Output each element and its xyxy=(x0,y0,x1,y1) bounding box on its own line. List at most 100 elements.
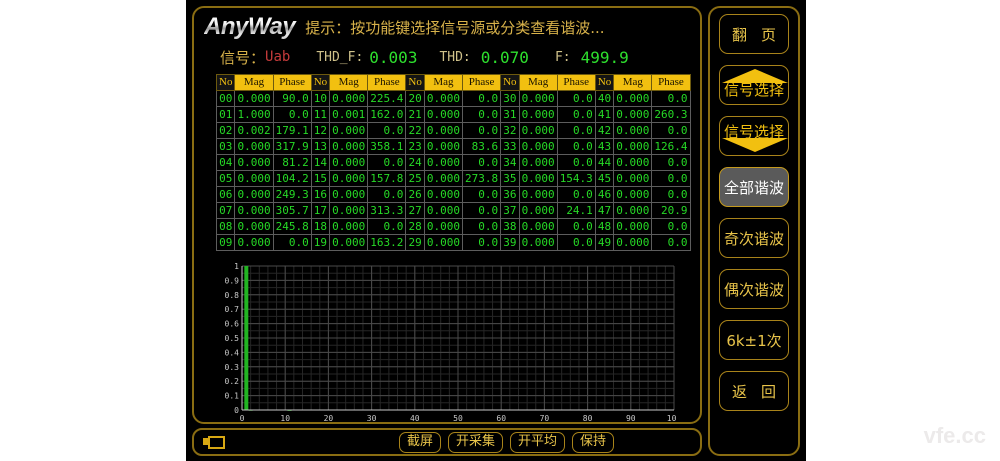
chart-x-tick-label: 0 xyxy=(240,414,245,423)
toolbar-button-start-capture[interactable]: 开采集 xyxy=(447,431,503,453)
harmonics-cell-phase: 0.0 xyxy=(367,154,407,171)
harmonics-cell-no: 13 xyxy=(310,138,331,155)
harmonics-cell-no: 05 xyxy=(215,170,236,187)
harmonics-cell-no: 41 xyxy=(594,106,615,123)
sidebar-button-page-turn[interactable]: 翻页 xyxy=(719,14,789,54)
harmonics-cell-mag: 0.000 xyxy=(518,106,558,123)
harmonics-cell-no: 42 xyxy=(594,122,615,139)
harmonics-cell-mag: 0.000 xyxy=(518,170,558,187)
chart-bar xyxy=(244,266,249,410)
harmonics-cell-phase: 0.0 xyxy=(556,218,596,235)
sidebar-button-signal-select-down[interactable]: 信号选择 xyxy=(719,116,789,156)
toolbar-button-start-average[interactable]: 开平均 xyxy=(509,431,565,453)
harmonics-cell-mag: 0.000 xyxy=(613,218,653,235)
harmonics-cell-mag: 0.000 xyxy=(518,234,558,251)
harmonics-cell-phase: 162.0 xyxy=(367,106,407,123)
harmonics-col-header-mag-1: Mag xyxy=(329,74,369,91)
harmonics-cell-no: 37 xyxy=(500,202,520,219)
harmonics-cell-no: 28 xyxy=(405,218,425,235)
sidebar-button-all-harmonics[interactable]: 全部谐波 xyxy=(719,167,789,207)
instrument-screen: AnyWay 提示：按功能键选择信号源或分类查看谐波... 信号： Uab TH… xyxy=(192,6,702,424)
harmonics-cell-mag: 0.000 xyxy=(423,138,463,155)
harmonics-cell-mag: 0.000 xyxy=(329,90,369,107)
harmonics-cell-mag: 0.000 xyxy=(329,202,369,219)
sidebar-button-return[interactable]: 返回 xyxy=(719,371,789,411)
harmonics-cell-no: 06 xyxy=(215,186,236,203)
harmonics-cell-phase: 0.0 xyxy=(651,90,691,107)
harmonics-cell-no: 49 xyxy=(594,234,615,251)
harmonics-cell-no: 32 xyxy=(500,122,520,139)
sidebar-button-label: 全部谐波 xyxy=(723,178,784,197)
harmonics-cell-no: 17 xyxy=(310,202,331,219)
harmonics-cell-phase: 157.8 xyxy=(367,170,407,187)
harmonics-cell-no: 07 xyxy=(215,202,236,219)
harmonics-cell-no: 29 xyxy=(405,234,425,251)
harmonics-cell-mag: 0.000 xyxy=(423,202,463,219)
harmonics-cell-phase: 245.8 xyxy=(272,218,312,235)
harmonics-cell-phase: 0.0 xyxy=(461,90,502,107)
harmonics-cell-no: 33 xyxy=(500,138,520,155)
harmonics-cell-no: 10 xyxy=(310,90,331,107)
harmonics-cell-phase: 249.3 xyxy=(272,186,312,203)
harmonics-cell-mag: 0.000 xyxy=(613,90,653,107)
harmonics-cell-no: 21 xyxy=(405,106,425,123)
harmonics-cell-no: 31 xyxy=(500,106,520,123)
harmonics-cell-phase: 0.0 xyxy=(556,186,596,203)
chart-x-tick-label: 30 xyxy=(367,414,377,423)
harmonics-cell-phase: 154.3 xyxy=(556,170,596,187)
harmonics-col-header-mag-2: Mag xyxy=(423,74,463,91)
thd-label: THD: xyxy=(439,49,471,65)
toolbar-button-hold[interactable]: 保持 xyxy=(571,431,614,453)
harmonics-table: No Mag Phase No Mag Phase No Mag Phase No Mag Phase… xyxy=(215,74,691,251)
harmonics-cell-mag: 0.000 xyxy=(613,122,653,139)
harmonics-cell-no: 38 xyxy=(500,218,520,235)
toolbar-button-screenshot[interactable]: 截屏 xyxy=(398,431,441,453)
harmonics-cell-no: 27 xyxy=(405,202,425,219)
harmonics-cell-phase: 358.1 xyxy=(367,138,407,155)
chart-x-tick-label: 60 xyxy=(496,414,506,423)
harmonics-cell-mag: 0.002 xyxy=(234,122,274,139)
harmonics-cell-mag: 0.000 xyxy=(518,90,558,107)
harmonics-cell-phase: 0.0 xyxy=(556,90,596,107)
harmonics-cell-no: 30 xyxy=(500,90,520,107)
harmonics-cell-mag: 0.000 xyxy=(423,186,463,203)
chart-y-tick-label: 0.2 xyxy=(225,377,240,386)
harmonics-cell-no: 08 xyxy=(215,218,236,235)
harmonics-cell-no: 47 xyxy=(594,202,615,219)
harmonics-cell-mag: 0.000 xyxy=(329,122,369,139)
harmonics-cell-mag: 0.000 xyxy=(518,122,558,139)
thd-f-label: THD_F: xyxy=(316,49,364,65)
chart-y-tick-label: 0.6 xyxy=(225,320,240,329)
chart-x-tick-label: 90 xyxy=(626,414,636,423)
harmonics-cell-no: 36 xyxy=(500,186,520,203)
sidebar-button-odd-harmonics[interactable]: 奇次谐波 xyxy=(719,218,789,258)
harmonics-cell-no: 48 xyxy=(594,218,615,235)
harmonics-cell-phase: 90.0 xyxy=(272,90,312,107)
harmonics-cell-phase: 273.8 xyxy=(461,170,502,187)
harmonics-col-header-no-2: No xyxy=(405,74,425,91)
sidebar-button-even-harmonics[interactable]: 偶次谐波 xyxy=(719,269,789,309)
harmonics-cell-phase: 0.0 xyxy=(651,186,691,203)
harmonics-cell-phase: 0.0 xyxy=(651,170,691,187)
harmonics-cell-no: 02 xyxy=(215,122,236,139)
harmonics-cell-phase: 0.0 xyxy=(461,154,502,171)
chart-canvas: 00.10.20.30.40.50.60.70.80.910 10 20 30 40 50… xyxy=(225,262,676,423)
harmonics-cell-phase: 83.6 xyxy=(461,138,502,155)
sidebar-button-6k-plus-minus-1[interactable]: 6k±1次 xyxy=(719,320,789,360)
harmonics-cell-phase: 313.3 xyxy=(367,202,407,219)
harmonics-cell-mag: 0.000 xyxy=(234,202,274,219)
harmonics-cell-phase: 305.7 xyxy=(272,202,312,219)
chart-y-tick-label: 0.4 xyxy=(225,348,240,357)
harmonics-cell-mag: 0.000 xyxy=(329,218,369,235)
sidebar-button-signal-select-up[interactable]: 信号选择 xyxy=(719,65,789,105)
chart-x-tick-label: 100 xyxy=(667,414,676,423)
harmonics-col-header-mag-3: Mag xyxy=(518,74,558,91)
harmonics-cell-phase: 0.0 xyxy=(367,218,407,235)
harmonics-cell-mag: 0.000 xyxy=(423,90,463,107)
harmonics-cell-no: 15 xyxy=(310,170,331,187)
harmonics-cell-mag: 0.000 xyxy=(613,202,653,219)
sidebar-button-label: 信号选择 xyxy=(723,81,784,99)
harmonics-cell-phase: 24.1 xyxy=(556,202,596,219)
signal-label: 信号： xyxy=(220,48,266,67)
harmonics-col-header-no-0: No xyxy=(215,74,236,91)
